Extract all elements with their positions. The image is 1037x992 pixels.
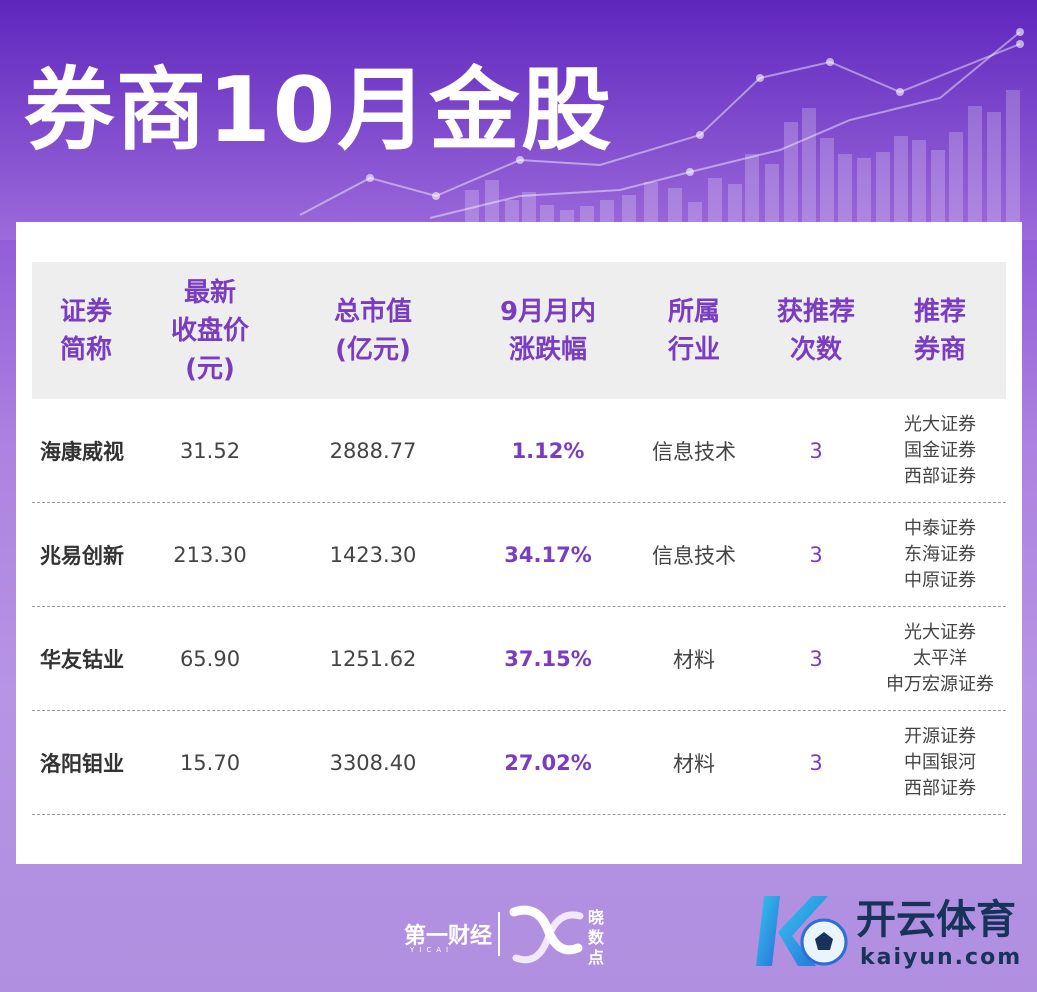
header-times: 获推荐 次数 (776, 296, 855, 365)
header-brokers: 推荐 券商 (913, 296, 966, 365)
stock-industry: 信息技术 (652, 439, 736, 464)
stock-price: 213.30 (173, 542, 247, 567)
table-row: 兆易创新 213.30 1423.30 34.17% 信息技术 3 中泰证券 东… (32, 503, 1006, 607)
xiaoshudian-label: 晓数点 (587, 908, 604, 967)
stock-name: 兆易创新 (40, 543, 124, 568)
stock-brokers: 中泰证券 东海证券 中原证券 (874, 516, 1006, 594)
stock-price: 65.90 (179, 646, 241, 671)
stock-price: 31.52 (179, 438, 241, 463)
yicai-logo: 第一财经 (404, 924, 493, 949)
broker-name: 光大证券 (904, 621, 976, 643)
broker-name: 中国银河 (904, 751, 976, 773)
stock-brokers: 光大证券 国金证券 西部证券 (874, 412, 1006, 490)
broker-name: 中原证券 (904, 569, 976, 591)
stock-change: 37.15% (504, 646, 592, 671)
stock-name: 海康威视 (40, 439, 124, 464)
stock-times: 3 (809, 750, 823, 775)
header-name: 证券 简称 (59, 296, 112, 365)
table-row: 洛阳钼业 15.70 3308.40 27.02% 材料 3 开源证券 中国银河… (32, 711, 1006, 815)
content-card: 证券 简称 最新 收盘价 (元) 总市值 (亿元) 9月月内 涨跌幅 所属 行业… (16, 222, 1022, 864)
stock-industry: 材料 (673, 751, 715, 776)
stock-change: 34.17% (504, 542, 592, 567)
stock-table: 证券 简称 最新 收盘价 (元) 总市值 (亿元) 9月月内 涨跌幅 所属 行业… (32, 262, 1006, 815)
broker-name: 光大证券 (904, 413, 976, 435)
stock-price: 15.70 (179, 750, 241, 775)
header-industry: 所属 行业 (667, 296, 720, 365)
stock-industry: 信息技术 (652, 543, 736, 568)
header-change: 9月月内 涨跌幅 (499, 296, 597, 365)
stock-times: 3 (809, 438, 823, 463)
stock-name: 洛阳钼业 (40, 751, 124, 776)
xiaoshudian-logo-icon (509, 905, 584, 964)
stock-brokers: 光大证券 太平洋 申万宏源证券 (874, 620, 1006, 698)
brand-url: kaiyun.com (860, 945, 1023, 970)
stock-times: 3 (809, 542, 823, 567)
broker-name: 国金证券 (904, 439, 976, 461)
broker-name: 太平洋 (913, 647, 967, 669)
broker-name: 开源证券 (904, 725, 976, 747)
stock-name: 华友钴业 (40, 647, 124, 672)
broker-name: 西部证券 (904, 777, 976, 799)
header-market-cap: 总市值 (亿元) (333, 296, 412, 365)
yicai-logo-sub: YICAI (410, 946, 454, 954)
table-row: 华友钴业 65.90 1251.62 37.15% 材料 3 光大证券 太平洋 … (32, 607, 1006, 711)
table-row: 海康威视 31.52 2888.77 1.12% 信息技术 3 光大证券 国金证… (32, 399, 1006, 503)
stock-change: 1.12% (511, 438, 585, 463)
stock-market-cap: 2888.77 (329, 438, 417, 463)
trend-line-icon (299, 31, 1021, 219)
footer-divider (498, 912, 500, 956)
broker-name: 中泰证券 (904, 517, 976, 539)
stock-market-cap: 1251.62 (329, 646, 417, 671)
hero-banner: 券商10月金股 (0, 0, 1037, 240)
kaiyun-logo-icon (756, 896, 848, 966)
brand-title: 开云体育 (856, 897, 1016, 943)
table-header: 证券 简称 最新 收盘价 (元) 总市值 (亿元) 9月月内 涨跌幅 所属 行业… (32, 262, 1006, 399)
stock-market-cap: 1423.30 (329, 542, 417, 567)
stock-change: 27.02% (504, 750, 592, 775)
broker-name: 西部证券 (904, 465, 976, 487)
stock-times: 3 (809, 646, 823, 671)
stock-brokers: 开源证券 中国银河 西部证券 (874, 724, 1006, 802)
stock-market-cap: 3308.40 (329, 750, 417, 775)
broker-name: 申万宏源证券 (886, 673, 994, 695)
header-price: 最新 收盘价 (元) (170, 277, 249, 384)
stock-industry: 材料 (673, 647, 715, 672)
broker-name: 东海证券 (904, 543, 976, 565)
page-title: 券商10月金股 (24, 58, 614, 163)
